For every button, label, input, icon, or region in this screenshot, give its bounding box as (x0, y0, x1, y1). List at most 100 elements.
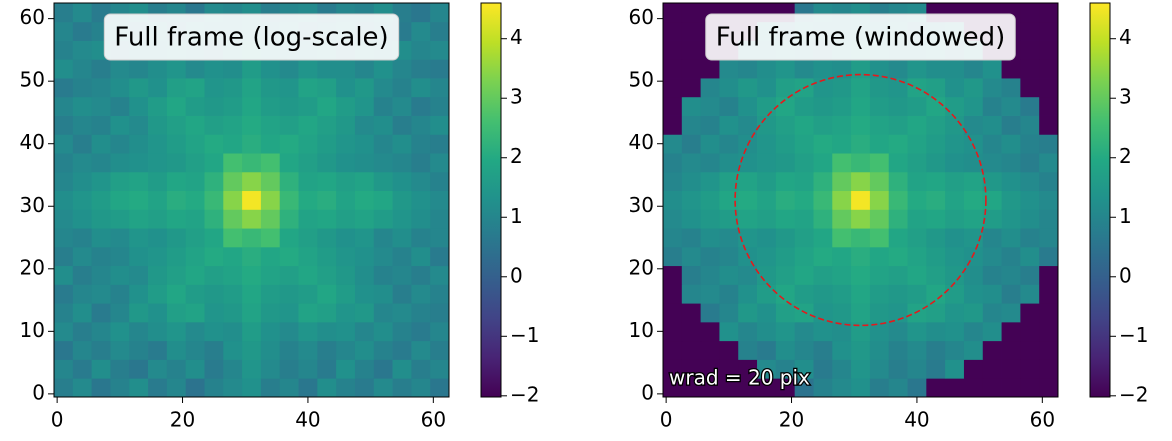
pixel (242, 134, 262, 154)
pixel (110, 78, 130, 98)
pixel (185, 340, 205, 360)
pixel (719, 284, 739, 304)
pixel (430, 3, 450, 23)
pixel (242, 115, 262, 135)
pixel (242, 59, 262, 79)
pixel (223, 340, 243, 360)
pixel (185, 115, 205, 135)
y-tick-label: 30 (629, 193, 654, 217)
pixel (411, 378, 431, 398)
pixel (663, 78, 683, 98)
pixel (129, 284, 149, 304)
pixel (110, 284, 130, 304)
pixel (298, 78, 318, 98)
pixel (260, 378, 281, 398)
pixel (204, 340, 224, 360)
pixel (832, 59, 852, 79)
pixel (54, 378, 74, 398)
pixel (242, 78, 262, 98)
pixel (392, 246, 412, 267)
pixel (411, 59, 431, 79)
pixel (260, 115, 281, 135)
pixel (411, 284, 431, 304)
pixel (354, 78, 375, 98)
pixel (1039, 134, 1059, 154)
pixel (888, 190, 908, 210)
pixel (336, 115, 356, 135)
pixel (298, 228, 318, 248)
pixel (185, 321, 205, 342)
pixel (681, 340, 702, 360)
pixel (354, 265, 375, 285)
pixel (907, 228, 927, 248)
pixel (392, 284, 412, 304)
pixel (832, 284, 852, 304)
pixel (888, 59, 908, 79)
pixel (129, 59, 149, 79)
pixel (663, 3, 683, 23)
pixel (148, 96, 168, 116)
pixel (945, 340, 965, 360)
pixel (719, 246, 739, 267)
pixel (317, 153, 337, 173)
pixel (166, 228, 187, 248)
pixel (148, 153, 168, 173)
pixel (204, 59, 224, 79)
pixel (775, 134, 796, 154)
pixel (851, 78, 871, 98)
pixel (260, 321, 281, 342)
pixel (719, 171, 739, 192)
pixel (775, 190, 796, 210)
window-circle (734, 73, 987, 327)
pixel (298, 96, 318, 116)
pixel (681, 21, 702, 41)
panel-title: Full frame (log-scale) (114, 23, 388, 53)
x-tick-label: 0 (660, 408, 673, 432)
panel-title: Full frame (windowed) (716, 23, 1006, 53)
y-tick-label: 0 (32, 380, 45, 404)
pixel (336, 246, 356, 267)
pixel (223, 321, 243, 342)
pixel (1039, 321, 1059, 342)
pixel (129, 115, 149, 135)
pixel (813, 115, 833, 135)
pixel (411, 78, 431, 98)
pixel (430, 378, 450, 398)
pixel (373, 359, 393, 379)
pixel (185, 265, 205, 285)
pixel (354, 321, 375, 342)
pixel (166, 246, 187, 267)
pixel (430, 246, 450, 267)
pixel (738, 153, 758, 173)
pixel (945, 153, 965, 173)
pixel (185, 134, 205, 154)
pixel (926, 115, 946, 135)
pixel (373, 378, 393, 398)
pixel (373, 340, 393, 360)
pixel (166, 303, 187, 323)
pixel (260, 96, 281, 116)
pixel (1001, 59, 1021, 79)
pixel (336, 209, 356, 229)
pixel (832, 246, 852, 267)
pixel (110, 303, 130, 323)
pixel (317, 228, 337, 248)
pixel (392, 78, 412, 98)
pixel (298, 378, 318, 398)
pixel (775, 96, 796, 116)
y-tick-label: 30 (20, 193, 45, 217)
pixel (926, 303, 946, 323)
pixel (982, 209, 1002, 229)
pixel (982, 378, 1002, 398)
pixel (1039, 265, 1059, 285)
pixel (1039, 115, 1059, 135)
pixel (373, 134, 393, 154)
pixel (72, 153, 93, 173)
pixel (373, 190, 393, 210)
pixel (166, 359, 187, 379)
pixel (963, 284, 984, 304)
pixel (54, 228, 74, 248)
pixel (907, 209, 927, 229)
pixel (1020, 153, 1040, 173)
pixel (242, 265, 262, 285)
